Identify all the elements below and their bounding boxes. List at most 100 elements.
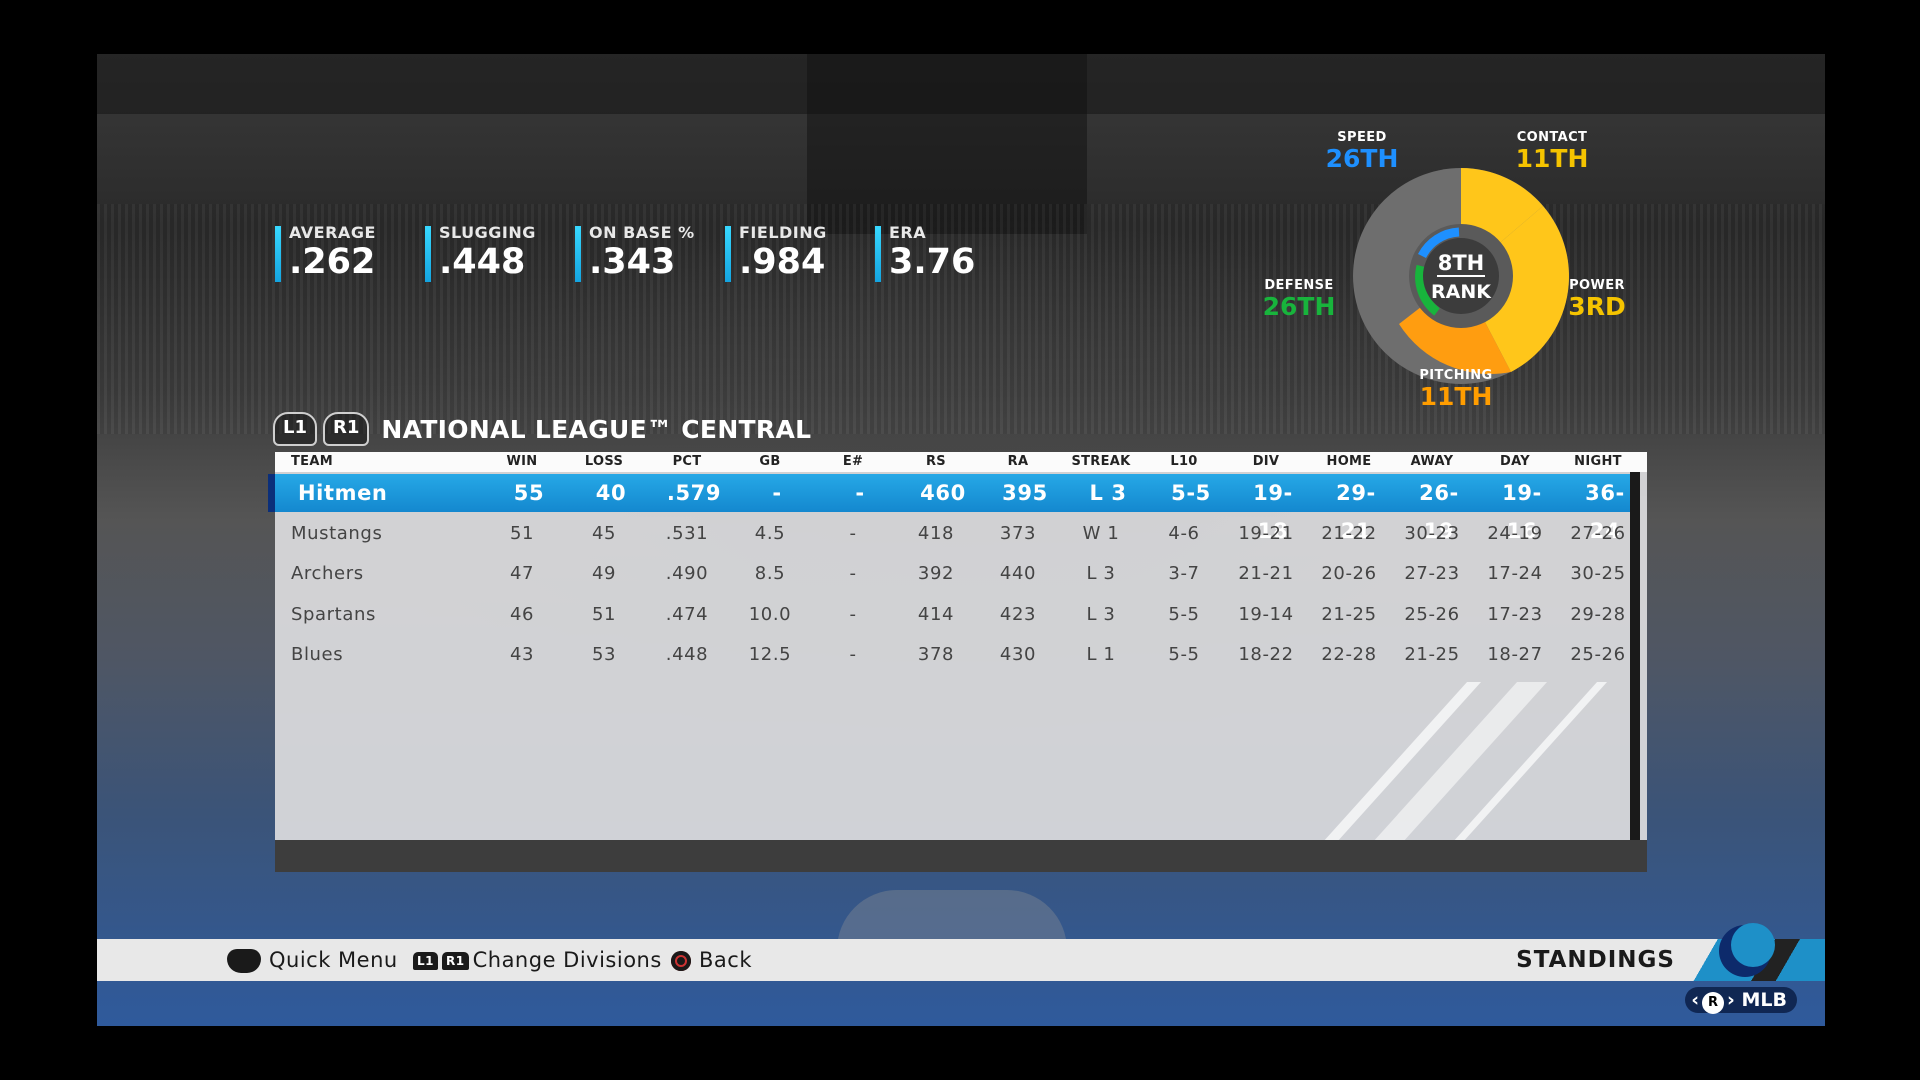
rank-power-label: POWER: [1569, 278, 1625, 293]
stat-bar: [875, 226, 881, 282]
cell-day: 17-24: [1487, 563, 1543, 584]
cell-streak: L 3: [1089, 481, 1127, 505]
cell-away: 21-25: [1404, 644, 1460, 665]
cell-day: 18-27: [1487, 644, 1543, 665]
rank-power-value: 3RD: [1568, 292, 1626, 321]
cell-pct: .531: [665, 522, 709, 544]
touchpad-icon: [227, 949, 261, 973]
cell-team: Mustangs: [291, 522, 383, 544]
change-divisions-hint[interactable]: L1 R1 Change Divisions: [413, 939, 662, 981]
cell-team: Spartans: [291, 603, 376, 625]
header-loss: LOSS: [584, 454, 624, 469]
r-stick-icon: R: [1702, 992, 1725, 1014]
cell-gb: 12.5: [748, 644, 792, 665]
cell-gb: 8.5: [754, 563, 786, 584]
header-rs: RS: [926, 454, 946, 469]
stat-bar: [275, 226, 281, 282]
cell-team: Hitmen: [298, 481, 388, 505]
division-header: L1 R1 NATIONAL LEAGUE™ CENTRAL: [273, 412, 811, 446]
decor-stripe: [1452, 682, 1608, 842]
stat-label: ON BASE %: [589, 223, 695, 242]
rank-pitching: PITCHING 11TH: [1401, 368, 1511, 410]
cell-elim: -: [849, 603, 857, 625]
stat-slugging: SLUGGING .448: [425, 224, 536, 282]
back-hint[interactable]: Back: [671, 939, 752, 981]
header-day: DAY: [1500, 454, 1530, 469]
stat-bar: [575, 226, 581, 282]
stat-on-base: ON BASE % .343: [575, 224, 695, 282]
header-gb: GB: [759, 454, 781, 469]
rank-pitching-value: 11TH: [1419, 382, 1493, 411]
back-label: Back: [699, 948, 752, 972]
cell-away: 27-23: [1404, 563, 1460, 584]
table-row-selected[interactable]: Hitmen 55 40 .579 - - 460 395 L 3 5-5 19-18 29-21 26…: [268, 474, 1630, 543]
cell-l10: 5-5: [1171, 481, 1211, 505]
cell-gb: 10.0: [748, 603, 792, 625]
rank-speed: SPEED 26TH: [1307, 130, 1417, 172]
table-row[interactable]: Archers 47 49 .490 8.5 - 392 440 L 3 3-7 21-21 20-2…: [275, 555, 1630, 593]
stat-average: AVERAGE .262: [275, 224, 376, 282]
cell-pct: .490: [665, 563, 709, 584]
cell-day: 17-23: [1487, 603, 1543, 625]
stat-label: ERA: [889, 223, 927, 242]
header-streak: STREAK: [1071, 454, 1131, 469]
wheel-center-rank: 8TH: [1438, 251, 1485, 275]
rank-contact-label: CONTACT: [1516, 130, 1588, 145]
cell-pct: .474: [665, 603, 709, 625]
cell-ra: 430: [999, 644, 1037, 665]
cell-ra: 395: [1002, 481, 1048, 505]
wheel-speed-arc: [1417, 227, 1460, 259]
cell-home: 21-22: [1321, 522, 1377, 544]
cell-home: 21-25: [1321, 603, 1377, 625]
cell-pct: .579: [666, 481, 722, 505]
division-title: NATIONAL LEAGUE™ CENTRAL: [381, 414, 812, 444]
cell-streak: W 1: [1082, 522, 1120, 544]
l1-bumper-button[interactable]: L1: [273, 412, 317, 446]
header-win: WIN: [506, 454, 538, 469]
cell-elim: -: [849, 522, 857, 544]
stat-value: .343: [589, 242, 676, 282]
cell-elim: -: [849, 563, 857, 584]
cell-home: 22-28: [1321, 644, 1377, 665]
change-divisions-label: Change Divisions: [472, 948, 662, 972]
table-row[interactable]: Spartans 46 51 .474 10.0 - 414 423 L 3 5-5 19-14 21…: [275, 596, 1630, 634]
cell-rs: 378: [917, 644, 955, 665]
stat-label: SLUGGING: [439, 223, 536, 242]
rank-contact: CONTACT 11TH: [1497, 130, 1607, 172]
cell-team: Blues: [291, 644, 344, 665]
cell-loss: 45: [591, 522, 617, 544]
cell-ra: 423: [999, 603, 1037, 625]
cell-ra: 373: [999, 522, 1037, 544]
chevron-left-icon: ‹: [1691, 989, 1700, 1011]
cell-home: 29-21: [1336, 481, 1376, 543]
cell-div: 19-18: [1253, 481, 1293, 543]
cell-loss: 53: [591, 644, 617, 665]
header-pct: PCT: [672, 454, 702, 469]
table-row[interactable]: Mustangs 51 45 .531 4.5 - 418 373 W 1 4-6 19-21 21-…: [275, 515, 1630, 553]
table-scrollbar[interactable]: [1630, 472, 1640, 840]
quick-menu-hint[interactable]: Quick Menu: [227, 939, 398, 981]
table-row[interactable]: Blues 43 53 .448 12.5 - 378 430 L 1 5-5 18-22 22-28…: [275, 636, 1630, 674]
cell-rs: 414: [917, 603, 955, 625]
cell-away: 30-23: [1404, 522, 1460, 544]
tab-navigation-hint[interactable]: ‹ R › MLB: [1685, 987, 1797, 1014]
cell-win: 47: [509, 563, 535, 584]
r1-bumper-button[interactable]: R1: [323, 412, 370, 446]
cell-div: 21-21: [1238, 563, 1294, 584]
header-away: AWAY: [1410, 454, 1454, 469]
cell-streak: L 3: [1086, 603, 1116, 625]
cell-day: 24-19: [1487, 522, 1543, 544]
game-screen: AVERAGE .262 SLUGGING .448 ON BASE % .34…: [97, 54, 1825, 1026]
screen-title: STANDINGS: [1516, 947, 1675, 973]
cell-away: 25-26: [1404, 603, 1460, 625]
cell-night: 29-28: [1570, 603, 1626, 625]
cell-l10: 5-5: [1168, 603, 1200, 625]
stat-value: .448: [439, 242, 526, 282]
cell-gb: -: [772, 481, 782, 505]
cell-night: 36-24: [1585, 481, 1625, 543]
stat-label: FIELDING: [739, 223, 827, 242]
rank-defense: DEFENSE 26TH: [1249, 278, 1349, 320]
table-footer-band: [275, 840, 1647, 872]
header-l10: L10: [1170, 454, 1198, 469]
cell-night: 30-25: [1570, 563, 1626, 584]
